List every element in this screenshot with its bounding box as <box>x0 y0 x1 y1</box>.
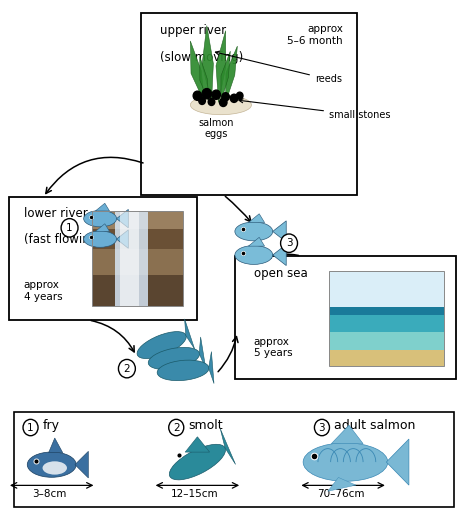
Text: 70–76cm: 70–76cm <box>317 488 365 499</box>
Circle shape <box>222 93 229 101</box>
Polygon shape <box>75 452 88 478</box>
FancyBboxPatch shape <box>92 211 183 306</box>
Ellipse shape <box>84 231 117 247</box>
Polygon shape <box>209 352 214 383</box>
FancyBboxPatch shape <box>329 315 444 333</box>
FancyBboxPatch shape <box>92 249 183 275</box>
FancyBboxPatch shape <box>120 211 139 306</box>
Polygon shape <box>117 209 128 228</box>
Text: 2: 2 <box>173 422 180 433</box>
Polygon shape <box>220 429 235 464</box>
Polygon shape <box>221 51 230 102</box>
Ellipse shape <box>303 443 388 481</box>
FancyBboxPatch shape <box>92 275 183 306</box>
Text: reeds: reeds <box>215 51 342 84</box>
Ellipse shape <box>190 95 251 115</box>
Circle shape <box>118 359 135 378</box>
Circle shape <box>193 91 202 100</box>
FancyBboxPatch shape <box>235 256 456 379</box>
FancyBboxPatch shape <box>14 412 454 507</box>
Polygon shape <box>117 230 128 248</box>
Ellipse shape <box>169 444 226 480</box>
FancyBboxPatch shape <box>329 332 444 352</box>
Ellipse shape <box>137 332 186 358</box>
Ellipse shape <box>84 210 117 227</box>
Circle shape <box>208 98 215 105</box>
FancyBboxPatch shape <box>92 211 183 229</box>
Text: fry: fry <box>42 419 59 433</box>
Text: 3: 3 <box>319 422 325 433</box>
Text: lower river: lower river <box>24 207 87 220</box>
Circle shape <box>61 219 78 237</box>
Polygon shape <box>199 337 206 369</box>
Text: approx
5–6 month: approx 5–6 month <box>288 24 343 46</box>
Polygon shape <box>95 224 110 231</box>
FancyBboxPatch shape <box>92 229 183 249</box>
FancyBboxPatch shape <box>115 211 148 306</box>
FancyBboxPatch shape <box>329 271 444 309</box>
Polygon shape <box>202 26 213 102</box>
Circle shape <box>236 92 243 99</box>
Polygon shape <box>185 319 195 349</box>
Polygon shape <box>249 214 265 223</box>
Text: (slow moving): (slow moving) <box>160 51 243 64</box>
Text: 3: 3 <box>286 238 292 248</box>
FancyBboxPatch shape <box>141 13 357 195</box>
Ellipse shape <box>43 461 67 475</box>
Polygon shape <box>49 438 63 453</box>
Ellipse shape <box>27 452 76 477</box>
Text: open sea: open sea <box>254 267 307 280</box>
Text: approx
4 years: approx 4 years <box>24 281 62 302</box>
Ellipse shape <box>148 348 200 369</box>
Circle shape <box>199 97 205 104</box>
Text: 12–15cm: 12–15cm <box>171 488 219 499</box>
FancyBboxPatch shape <box>9 197 197 320</box>
Circle shape <box>169 419 184 436</box>
Ellipse shape <box>157 360 209 380</box>
Polygon shape <box>216 31 226 102</box>
Circle shape <box>314 419 329 436</box>
Circle shape <box>219 98 227 106</box>
Polygon shape <box>200 56 209 102</box>
Text: 2: 2 <box>124 364 130 374</box>
Text: smolt: smolt <box>188 419 223 433</box>
Text: 1: 1 <box>27 422 34 433</box>
FancyBboxPatch shape <box>329 307 444 317</box>
Polygon shape <box>328 477 356 492</box>
FancyBboxPatch shape <box>329 350 444 366</box>
Text: adult salmon: adult salmon <box>334 419 415 433</box>
Polygon shape <box>249 238 265 246</box>
Circle shape <box>281 234 298 252</box>
Polygon shape <box>386 439 409 485</box>
Circle shape <box>23 419 38 436</box>
Ellipse shape <box>235 246 273 264</box>
Text: 1: 1 <box>66 223 73 233</box>
Polygon shape <box>95 203 110 211</box>
Text: small stones: small stones <box>239 99 391 120</box>
Polygon shape <box>273 221 286 242</box>
Ellipse shape <box>235 222 273 241</box>
Polygon shape <box>331 425 363 443</box>
Text: salmon
eggs: salmon eggs <box>198 118 234 139</box>
Circle shape <box>230 94 238 102</box>
Polygon shape <box>185 437 210 452</box>
Polygon shape <box>226 46 237 102</box>
Text: (fast flowing): (fast flowing) <box>24 233 102 246</box>
Text: approx
5 years: approx 5 years <box>254 337 292 358</box>
Text: 3–8cm: 3–8cm <box>32 488 67 499</box>
Circle shape <box>212 90 220 99</box>
Polygon shape <box>190 41 204 102</box>
Text: upper river: upper river <box>160 24 226 37</box>
Circle shape <box>202 89 212 99</box>
Polygon shape <box>273 244 286 266</box>
